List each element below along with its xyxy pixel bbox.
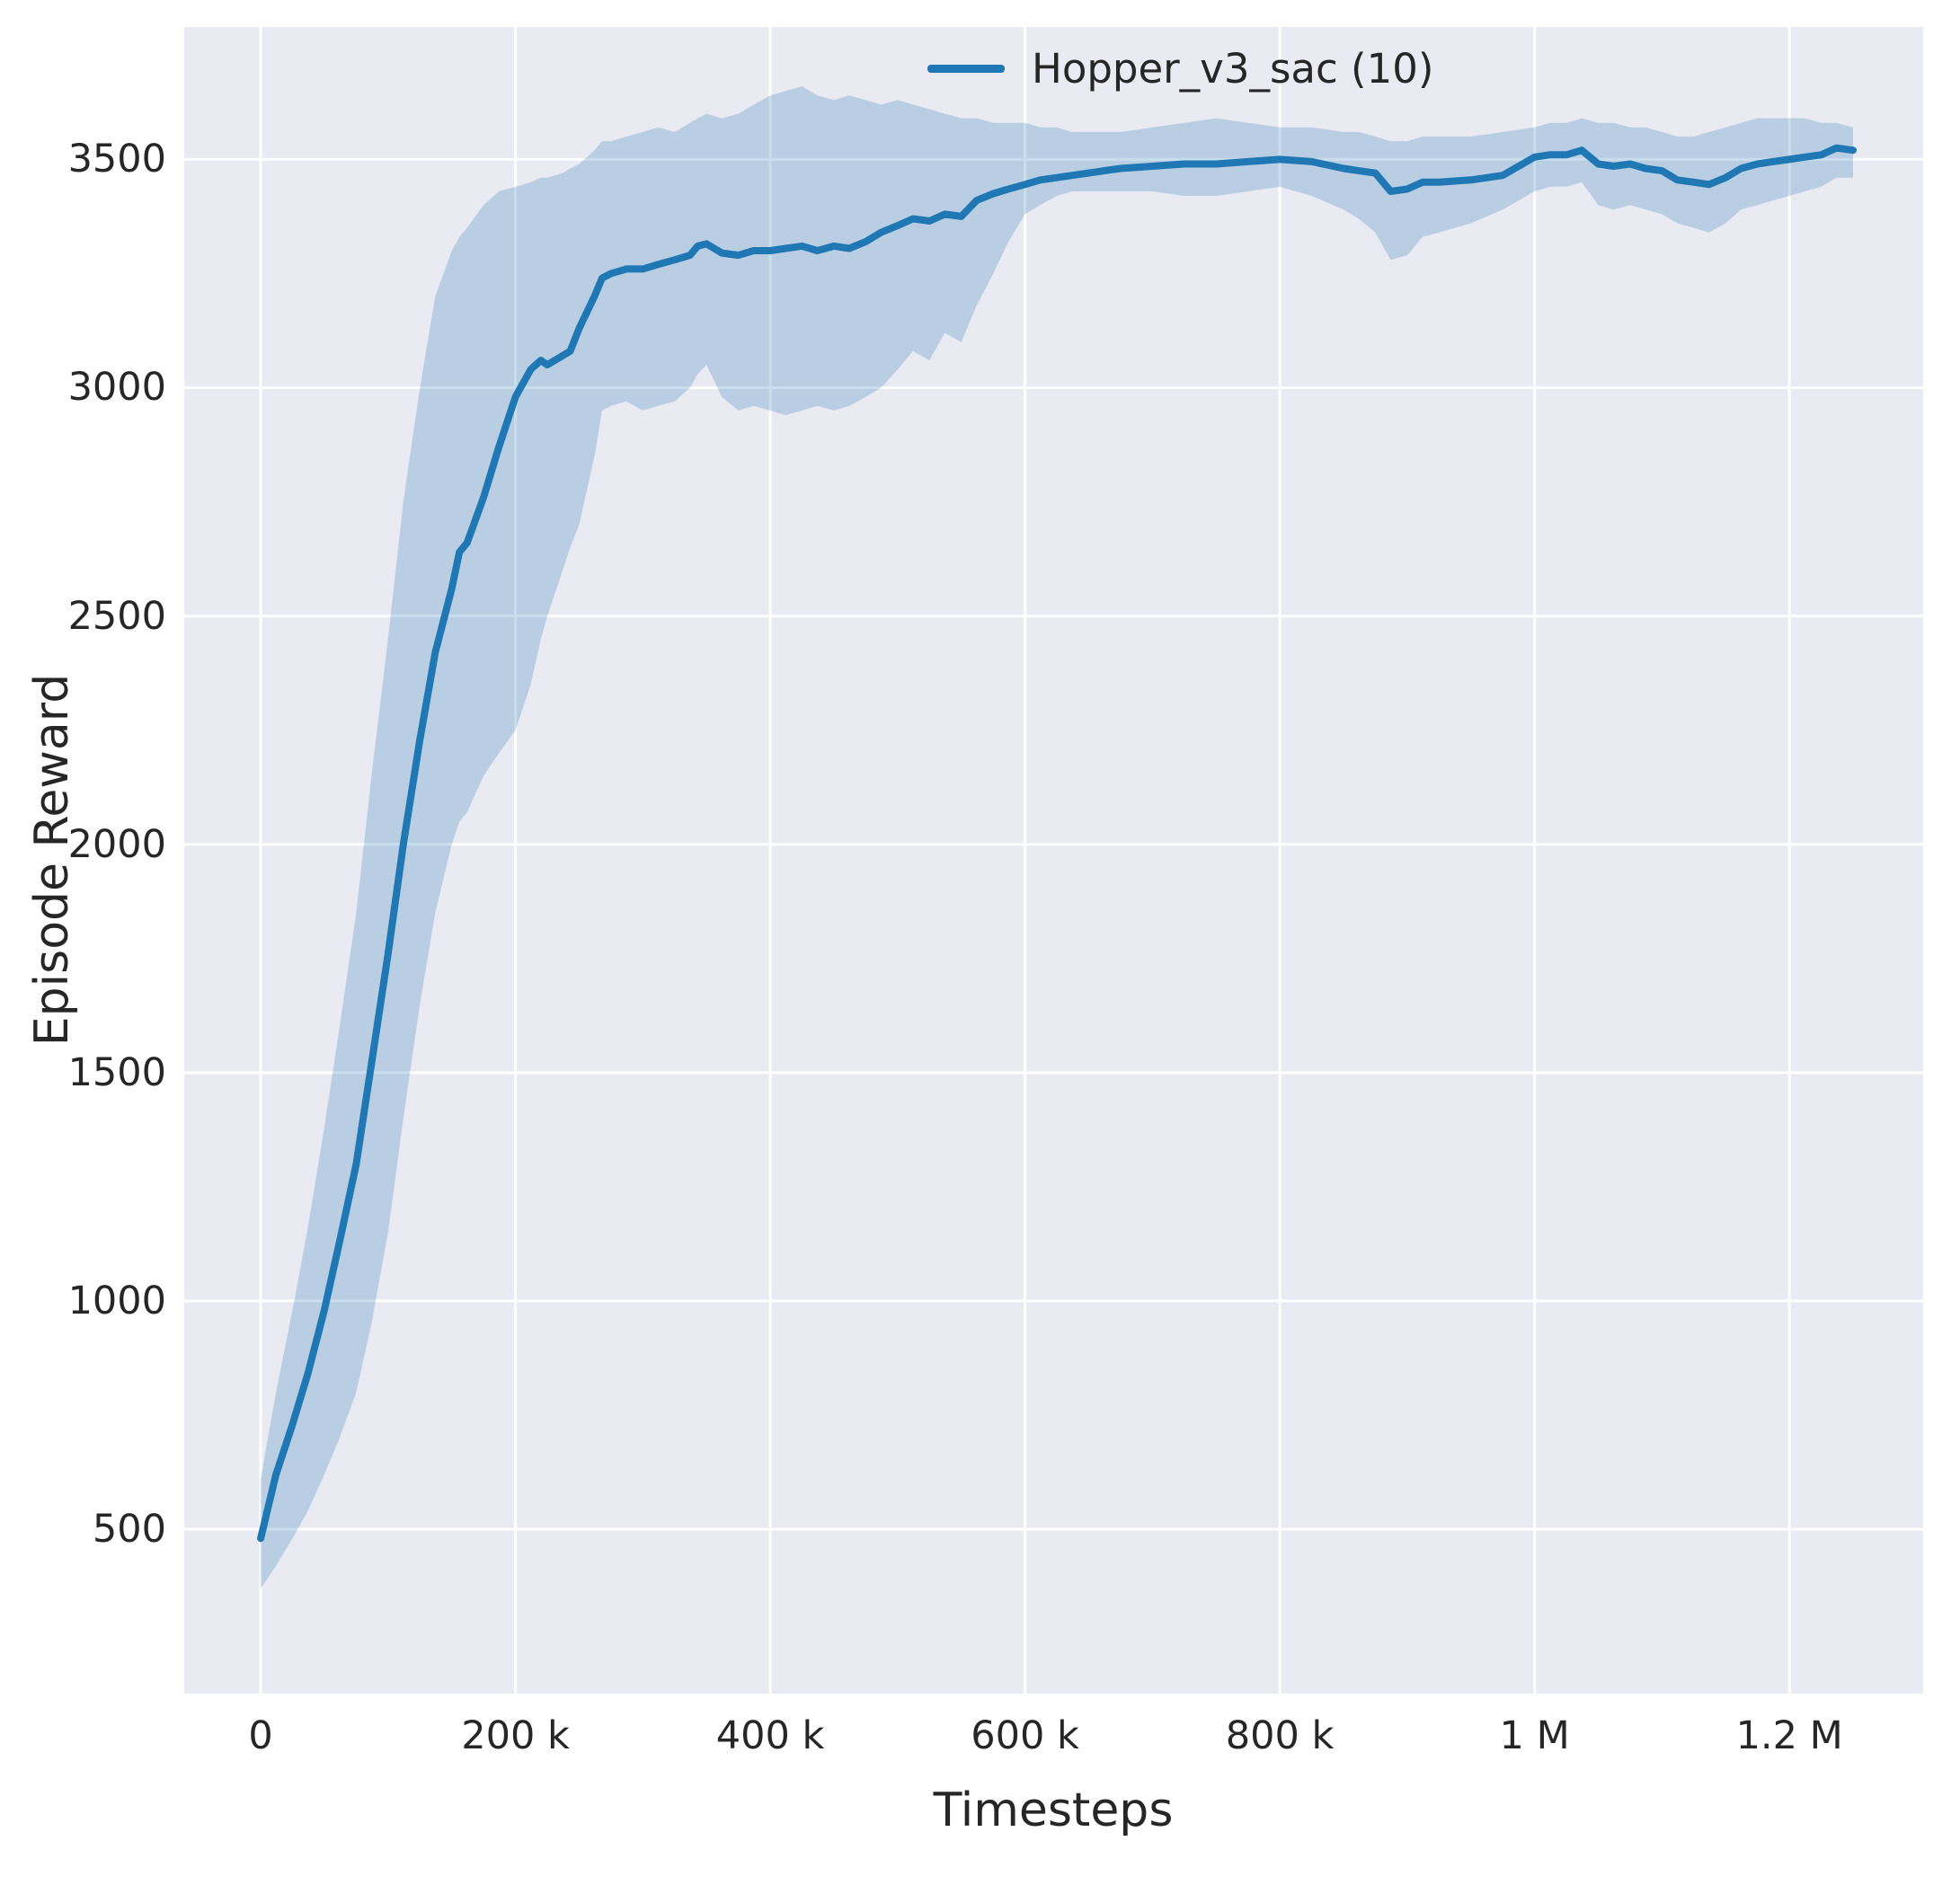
y-tick-label: 500 xyxy=(92,1507,166,1553)
y-tick-label: 3500 xyxy=(67,137,166,182)
legend: Hopper_v3_sac (10) xyxy=(927,45,1433,93)
x-tick-label: 200 k xyxy=(461,1713,570,1758)
y-tick-label: 1000 xyxy=(67,1278,166,1323)
x-tick-label: 1 M xyxy=(1499,1713,1570,1758)
plot-area xyxy=(184,27,1923,1694)
x-tick-label: 0 xyxy=(248,1713,273,1758)
y-tick-label: 2000 xyxy=(67,821,166,867)
legend-label: Hopper_v3_sac (10) xyxy=(1032,45,1434,93)
y-tick-label: 1500 xyxy=(67,1049,166,1095)
y-axis-label: Episode Reward xyxy=(25,673,79,1047)
x-tick-label: 800 k xyxy=(1225,1713,1335,1758)
x-tick-label: 400 k xyxy=(715,1713,825,1758)
x-axis-label: Timesteps xyxy=(933,1783,1174,1837)
mean-line xyxy=(257,144,1857,1543)
y-tick-label: 3000 xyxy=(67,365,166,411)
legend-line-swatch xyxy=(927,65,1005,73)
x-tick-label: 1.2 M xyxy=(1735,1713,1843,1758)
y-tick-label: 2500 xyxy=(67,593,166,639)
x-tick-label: 600 k xyxy=(971,1713,1079,1758)
